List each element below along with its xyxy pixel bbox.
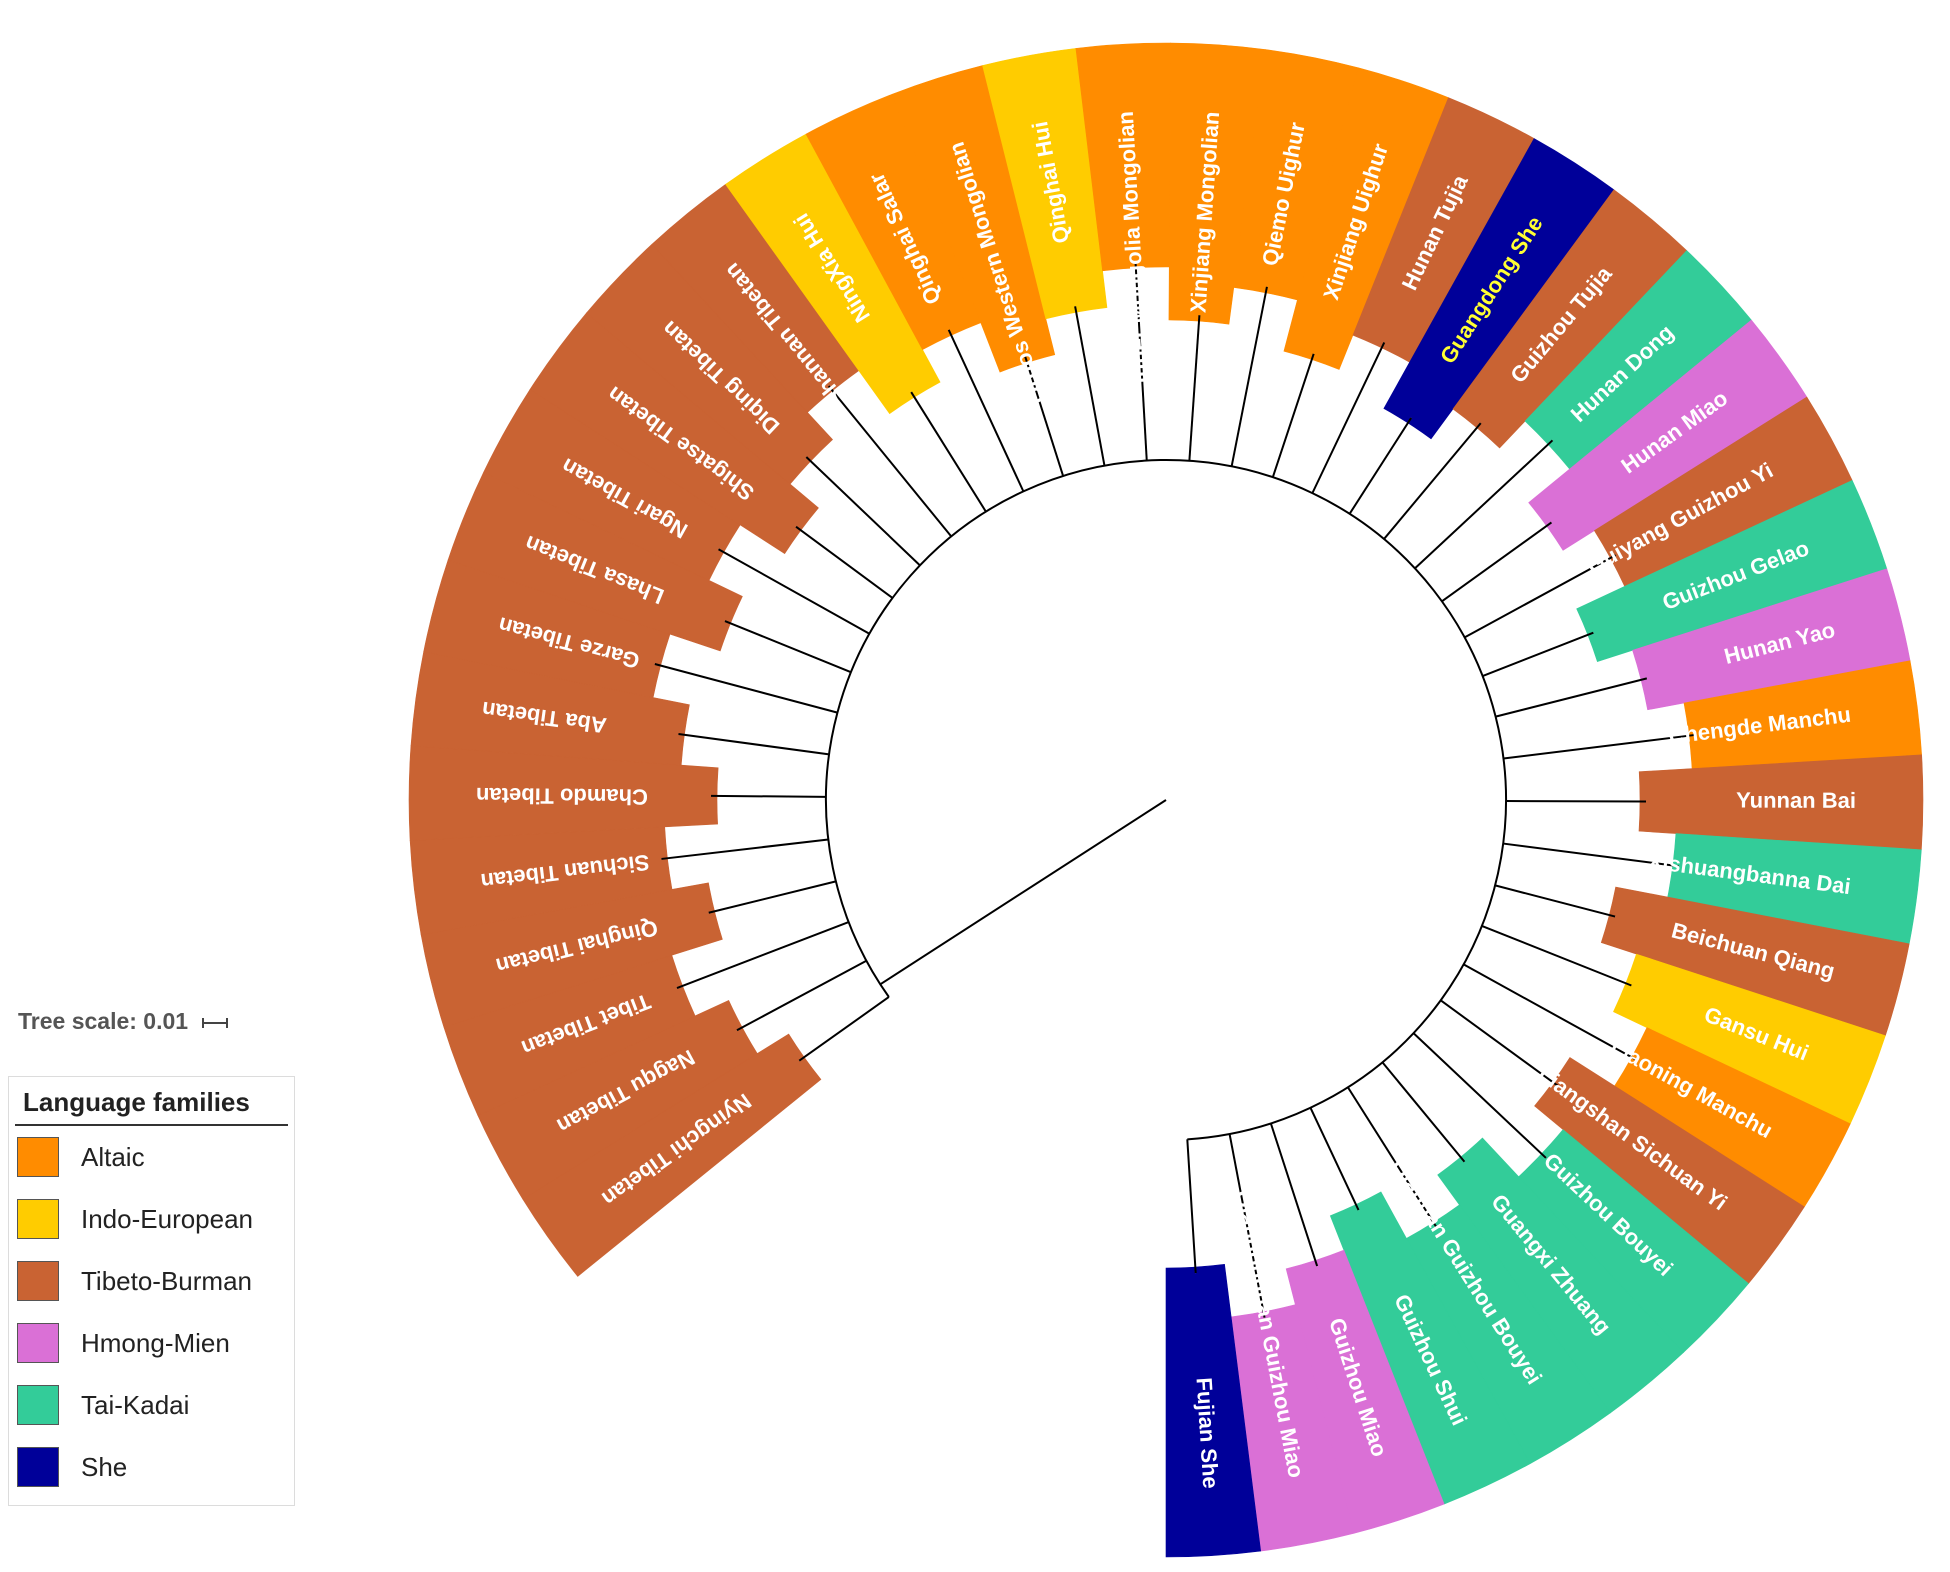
tip-branch [724, 620, 852, 674]
legend-item-tibeto-burman: Tibeto-Burman [9, 1250, 294, 1312]
legend-label: Altaic [81, 1141, 145, 1172]
tip-branch [1230, 286, 1268, 467]
backbone-branch [825, 459, 1507, 1141]
legend-label: Tai-Kadai [81, 1389, 190, 1420]
legend-item-she: She [9, 1436, 294, 1498]
tip-branch [1381, 1061, 1466, 1163]
legend-swatch [17, 1447, 59, 1487]
tip-branch [1383, 422, 1482, 540]
tip-branch [1024, 356, 1065, 477]
tip-branch [708, 880, 837, 914]
tip-branch [711, 794, 827, 798]
leaf-label: Chamdo Tibetan [476, 783, 648, 810]
tip-branch [910, 391, 987, 513]
tip-branch [1440, 999, 1559, 1087]
legend-swatch [17, 1261, 59, 1301]
tip-branch [676, 921, 850, 990]
tip-branch [1463, 963, 1638, 1062]
legend-label: Hmong-Mien [81, 1327, 230, 1358]
legend-swatch [17, 1385, 59, 1425]
tip-branch [717, 548, 870, 635]
legend-swatch [17, 1199, 59, 1239]
root-branch [879, 799, 1167, 986]
legend-item-indo-european: Indo-European [9, 1188, 294, 1250]
tip-branch [1186, 1139, 1197, 1274]
tip-branch [827, 385, 953, 538]
tip-branch [795, 525, 894, 599]
tip-branch [1188, 315, 1201, 461]
legend-label: Tibeto-Burman [81, 1265, 252, 1296]
tip-branch [947, 329, 1025, 492]
tip-branch [1495, 677, 1648, 718]
tree-scale-bar [202, 1017, 229, 1028]
legend-label: Indo-European [81, 1203, 254, 1234]
leaf-label: Yunnan Bai [1736, 788, 1856, 813]
legend: Language families Altaic Indo-European T… [8, 1076, 295, 1506]
tip-branch [1494, 884, 1616, 918]
tip-branch [1441, 521, 1553, 603]
tip-branch [1414, 439, 1554, 570]
tip-branch [678, 733, 830, 756]
tip-branch [736, 959, 867, 1032]
tip-branch [1228, 1133, 1266, 1318]
tip-branch [1503, 842, 1679, 868]
tip-branch [1271, 353, 1315, 478]
tip-branch [1311, 341, 1386, 494]
tip-branch [1348, 417, 1413, 515]
tip-branch [1347, 1086, 1438, 1229]
tree-branches [654, 261, 1696, 1318]
tip-branch [1464, 554, 1617, 639]
tree-scale: Tree scale: 0.01 [18, 1008, 229, 1035]
tip-branch [1134, 261, 1148, 461]
leaf-wedge [1165, 1263, 1262, 1558]
family-wedges [408, 42, 1924, 1558]
legend-swatch [17, 1323, 59, 1363]
legend-swatch [17, 1137, 59, 1177]
tip-branch [1412, 1032, 1547, 1159]
tip-branch [1482, 631, 1594, 677]
tip-branch [1481, 924, 1632, 987]
legend-item-hmong-mien: Hmong-Mien [9, 1312, 294, 1374]
tip-branch [1503, 733, 1696, 760]
tip-branch [654, 663, 838, 714]
legend-label: She [81, 1451, 128, 1482]
tip-branch [1269, 1123, 1319, 1267]
tree-scale-label: Tree scale: 0.01 [18, 1008, 189, 1034]
tip-branch [1309, 1107, 1360, 1211]
legend-item-altaic: Altaic [9, 1126, 294, 1188]
tip-branch [1074, 306, 1106, 466]
legend-title: Language families [15, 1077, 288, 1126]
tip-branch [661, 838, 829, 860]
tip-branch [798, 996, 890, 1062]
legend-item-tai-kadai: Tai-Kadai [9, 1374, 294, 1436]
tip-branch [805, 456, 921, 567]
